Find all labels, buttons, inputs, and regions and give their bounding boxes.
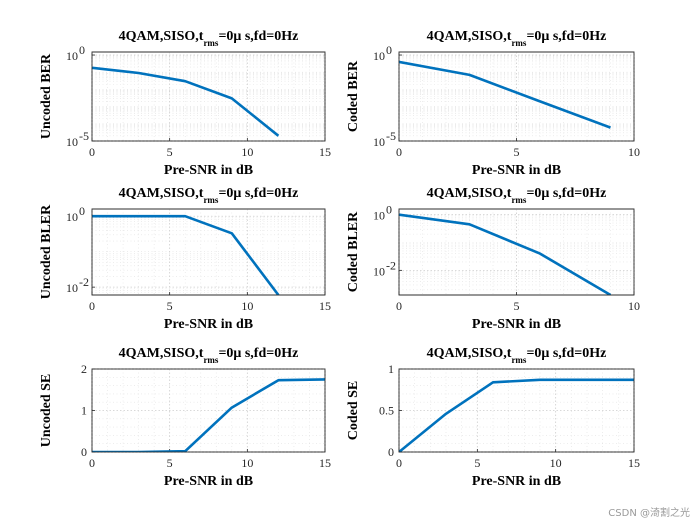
subplot-5: 0 5 10 15 0 1 2 4QAM,SISO,trms=0μ s,fd=0Hz Pre-S…	[39, 346, 331, 489]
y-tick-label: 0.5	[379, 404, 394, 418]
x-axis-label: Pre-SNR in dB	[472, 163, 561, 178]
y-tick-label: 10	[373, 264, 385, 278]
y-tick-exponent: 0	[386, 43, 392, 57]
y-tick-exponent: 0	[79, 43, 85, 57]
plot-border	[91, 368, 326, 453]
series-line-coded-bler	[399, 213, 612, 295]
x-tick-label: 0	[89, 299, 95, 313]
x-tick-label: 15	[628, 456, 640, 470]
x-axis-label: Pre-SNR in dB	[164, 163, 253, 178]
plot-border	[398, 51, 635, 142]
y-tick-exponent: -5	[79, 129, 89, 143]
subplot-6: 0 5 10 15 0 0.5 1 4QAM,SISO,trms=0μ s,fd=0Hz Pre…	[346, 346, 640, 489]
x-tick-label: 5	[514, 145, 520, 159]
y-tick-label: 0	[388, 445, 394, 459]
x-tick-label: 10	[628, 299, 640, 313]
x-tick-label: 5	[474, 456, 480, 470]
x-tick-label: 0	[396, 456, 402, 470]
x-tick-label: 10	[628, 145, 640, 159]
x-axis-label: Pre-SNR in dB	[472, 317, 561, 332]
y-tick-label: 10	[373, 135, 385, 149]
plot-border	[91, 208, 326, 296]
y-tick-exponent: -2	[386, 258, 396, 272]
x-axis-label: Pre-SNR in dB	[164, 317, 253, 332]
y-axis-label: Uncoded BLER	[39, 204, 54, 299]
chart-title: 4QAM,SISO,trms=0μ s,fd=0Hz	[427, 29, 607, 48]
y-tick-label: 10	[66, 135, 78, 149]
chart-title: 4QAM,SISO,trms=0μ s,fd=0Hz	[119, 29, 299, 48]
y-tick-label: 1	[81, 404, 87, 418]
y-axis-label: Uncoded SE	[39, 374, 54, 448]
y-tick-exponent: 0	[386, 203, 392, 217]
plot-border	[91, 51, 326, 142]
y-tick-label: 1	[388, 362, 394, 376]
x-tick-label: 0	[89, 456, 95, 470]
y-tick-exponent: -2	[79, 275, 89, 289]
x-tick-label: 5	[167, 145, 173, 159]
y-tick-label: 10	[66, 49, 78, 63]
x-axis-label: Pre-SNR in dB	[164, 474, 253, 489]
x-tick-label: 10	[241, 299, 253, 313]
y-axis-label: Coded BER	[346, 60, 361, 132]
chart-title: 4QAM,SISO,trms=0μ s,fd=0Hz	[427, 186, 607, 205]
series-line-uncoded-se	[92, 378, 325, 452]
y-tick-label: 0	[81, 445, 87, 459]
chart-title: 4QAM,SISO,trms=0μ s,fd=0Hz	[119, 186, 299, 205]
x-tick-label: 15	[319, 299, 331, 313]
y-tick-label: 10	[373, 49, 385, 63]
y-axis-label: Coded BLER	[346, 211, 361, 292]
series-line-uncoded-ber	[92, 66, 280, 137]
x-tick-label: 10	[241, 456, 253, 470]
x-tick-label: 5	[514, 299, 520, 313]
x-axis-label: Pre-SNR in dB	[472, 474, 561, 489]
series-line-coded-se	[399, 378, 634, 452]
y-tick-exponent: 0	[79, 204, 85, 218]
y-axis-label: Uncoded BER	[39, 53, 54, 139]
series-line-uncoded-bler	[92, 214, 280, 295]
watermark: CSDN @渏割之光	[608, 506, 690, 519]
x-tick-label: 0	[89, 145, 95, 159]
y-tick-label: 10	[66, 210, 78, 224]
x-tick-label: 0	[396, 145, 402, 159]
y-axis-label: Coded SE	[346, 381, 361, 441]
y-tick-label: 10	[66, 281, 78, 295]
x-tick-label: 0	[396, 299, 402, 313]
y-tick-exponent: -5	[386, 129, 396, 143]
x-tick-label: 10	[241, 145, 253, 159]
y-tick-label: 10	[373, 209, 385, 223]
y-tick-label: 2	[81, 362, 87, 376]
series-line-coded-ber	[399, 60, 611, 129]
x-tick-label: 5	[167, 299, 173, 313]
plot-border	[398, 368, 635, 453]
plot-border	[398, 208, 635, 296]
chart-title: 4QAM,SISO,trms=0μ s,fd=0Hz	[427, 346, 607, 365]
x-tick-label: 10	[550, 456, 562, 470]
chart-title: 4QAM,SISO,trms=0μ s,fd=0Hz	[119, 346, 299, 365]
x-tick-label: 15	[319, 456, 331, 470]
x-tick-label: 5	[167, 456, 173, 470]
x-tick-label: 15	[319, 145, 331, 159]
